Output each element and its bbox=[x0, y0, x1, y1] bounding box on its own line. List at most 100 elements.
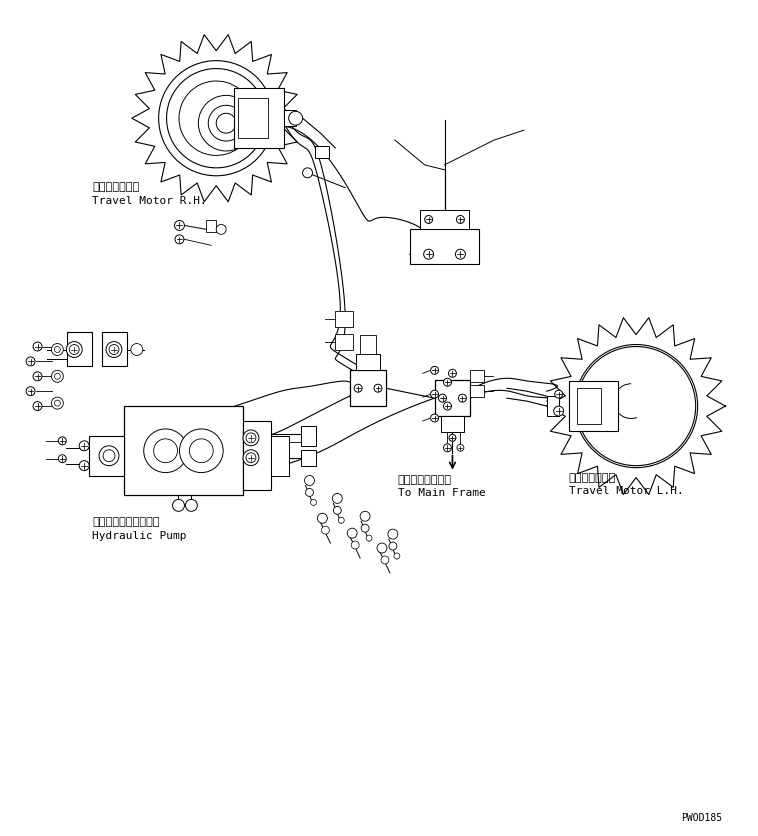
Circle shape bbox=[33, 401, 42, 410]
Text: 走行モータ　右: 走行モータ 右 bbox=[92, 181, 139, 191]
Circle shape bbox=[456, 249, 465, 259]
Text: To Main Frame: To Main Frame bbox=[398, 488, 486, 498]
Circle shape bbox=[377, 543, 387, 553]
Circle shape bbox=[318, 513, 327, 523]
Bar bbox=[102, 332, 127, 366]
Bar bbox=[470, 385, 484, 397]
Circle shape bbox=[601, 371, 671, 441]
Circle shape bbox=[174, 221, 184, 231]
Circle shape bbox=[351, 541, 359, 549]
Circle shape bbox=[361, 524, 369, 533]
Circle shape bbox=[587, 356, 686, 456]
Circle shape bbox=[142, 415, 158, 431]
Circle shape bbox=[305, 488, 314, 497]
Circle shape bbox=[246, 453, 256, 462]
Circle shape bbox=[577, 347, 696, 466]
Circle shape bbox=[186, 499, 197, 512]
Circle shape bbox=[130, 427, 146, 443]
Circle shape bbox=[161, 443, 177, 459]
Circle shape bbox=[158, 411, 174, 427]
Bar bbox=[283, 110, 296, 126]
Bar bbox=[124, 406, 243, 496]
Circle shape bbox=[553, 406, 564, 416]
Circle shape bbox=[33, 342, 42, 351]
Bar bbox=[434, 380, 470, 416]
Circle shape bbox=[174, 471, 190, 487]
Bar bbox=[335, 334, 353, 349]
Circle shape bbox=[190, 439, 213, 462]
Circle shape bbox=[424, 249, 434, 259]
Circle shape bbox=[177, 471, 193, 487]
Circle shape bbox=[208, 105, 244, 141]
Bar bbox=[350, 370, 386, 406]
Circle shape bbox=[457, 444, 464, 451]
Circle shape bbox=[347, 528, 357, 538]
Bar bbox=[301, 426, 316, 446]
Circle shape bbox=[58, 437, 66, 445]
Circle shape bbox=[221, 459, 236, 475]
Bar bbox=[243, 421, 271, 491]
Circle shape bbox=[193, 411, 209, 427]
Circle shape bbox=[185, 459, 201, 475]
Circle shape bbox=[575, 344, 697, 467]
Circle shape bbox=[26, 357, 35, 366]
Circle shape bbox=[131, 344, 143, 355]
Circle shape bbox=[374, 385, 382, 392]
Bar bbox=[568, 381, 619, 431]
Circle shape bbox=[174, 415, 190, 431]
Circle shape bbox=[103, 450, 115, 461]
Circle shape bbox=[289, 111, 302, 125]
Text: Travel Motor L.H.: Travel Motor L.H. bbox=[568, 487, 684, 497]
Circle shape bbox=[321, 526, 330, 534]
Circle shape bbox=[332, 493, 343, 503]
Circle shape bbox=[394, 553, 400, 559]
Bar bbox=[271, 436, 289, 476]
Circle shape bbox=[190, 443, 205, 459]
Circle shape bbox=[69, 344, 80, 354]
Circle shape bbox=[142, 471, 158, 487]
Circle shape bbox=[366, 535, 372, 541]
Circle shape bbox=[243, 450, 259, 466]
Text: メインフレームヘ: メインフレームヘ bbox=[398, 475, 452, 485]
Circle shape bbox=[431, 414, 439, 422]
Circle shape bbox=[80, 441, 89, 451]
Circle shape bbox=[221, 427, 236, 443]
Circle shape bbox=[180, 429, 223, 472]
Circle shape bbox=[55, 400, 61, 406]
Circle shape bbox=[209, 471, 225, 487]
Circle shape bbox=[338, 517, 344, 523]
Circle shape bbox=[109, 344, 119, 354]
Circle shape bbox=[26, 387, 35, 395]
Bar bbox=[89, 436, 124, 476]
Circle shape bbox=[33, 372, 42, 380]
Circle shape bbox=[166, 459, 182, 475]
Bar bbox=[315, 146, 330, 158]
Circle shape bbox=[80, 461, 89, 471]
Circle shape bbox=[106, 342, 122, 358]
Circle shape bbox=[449, 370, 456, 377]
Circle shape bbox=[246, 433, 256, 443]
Circle shape bbox=[66, 342, 82, 358]
Circle shape bbox=[443, 444, 452, 451]
Circle shape bbox=[166, 427, 182, 443]
Bar bbox=[206, 221, 216, 232]
Circle shape bbox=[158, 475, 174, 491]
Circle shape bbox=[443, 402, 452, 410]
Circle shape bbox=[225, 443, 241, 459]
Circle shape bbox=[185, 427, 201, 443]
Circle shape bbox=[99, 446, 119, 466]
Circle shape bbox=[144, 429, 187, 472]
Circle shape bbox=[58, 455, 66, 462]
Circle shape bbox=[175, 235, 184, 244]
Circle shape bbox=[360, 512, 370, 521]
Bar bbox=[470, 370, 484, 382]
Circle shape bbox=[449, 435, 456, 441]
Circle shape bbox=[130, 459, 146, 475]
Text: ハイドロリックポンプ: ハイドロリックポンプ bbox=[92, 517, 160, 528]
Text: PWOD185: PWOD185 bbox=[681, 813, 722, 823]
Circle shape bbox=[161, 411, 241, 491]
Text: Hydraulic Pump: Hydraulic Pump bbox=[92, 531, 186, 541]
Circle shape bbox=[52, 397, 64, 409]
Bar bbox=[420, 210, 469, 229]
Circle shape bbox=[177, 415, 193, 431]
